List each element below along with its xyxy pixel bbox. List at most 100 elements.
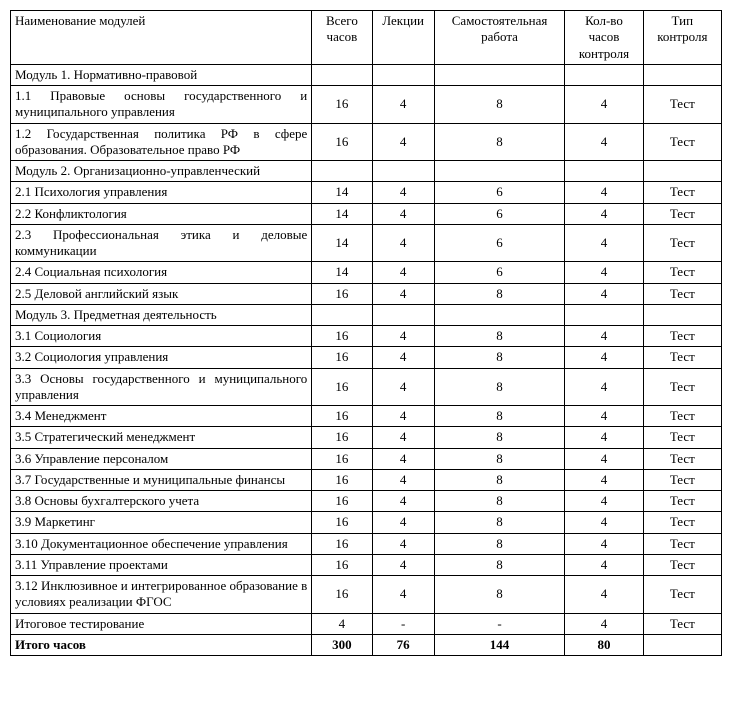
total-hours-cell: 16 (312, 283, 372, 304)
selfstudy-cell: 8 (434, 533, 565, 554)
table-row: Итого часов3007614480 (11, 634, 722, 655)
selfstudy-cell: 8 (434, 576, 565, 614)
ctrl-hours-cell: 4 (565, 347, 643, 368)
selfstudy-cell: 8 (434, 512, 565, 533)
ctrl-type-cell (643, 64, 721, 85)
ctrl-hours-cell: 80 (565, 634, 643, 655)
table-row: Модуль 1. Нормативно-правовой (11, 64, 722, 85)
total-hours-cell: 16 (312, 368, 372, 406)
selfstudy-cell (434, 161, 565, 182)
item-name-cell: 3.10 Документационное обеспечение управл… (11, 533, 312, 554)
item-name-cell: 3.7 Государственные и муниципальные фина… (11, 469, 312, 490)
lectures-cell: 4 (372, 347, 434, 368)
total-hours-cell: 14 (312, 203, 372, 224)
table-row: 3.3 Основы государственного и муниципаль… (11, 368, 722, 406)
col-header-ctrlhours: Кол-во часов контроля (565, 11, 643, 65)
selfstudy-cell: 8 (434, 86, 565, 124)
ctrl-type-cell: Тест (643, 326, 721, 347)
item-name-cell: 3.5 Стратегический менеджмент (11, 427, 312, 448)
item-name-cell: 2.4 Социальная психология (11, 262, 312, 283)
ctrl-type-cell: Тест (643, 448, 721, 469)
ctrl-hours-cell (565, 161, 643, 182)
selfstudy-cell (434, 64, 565, 85)
ctrl-type-cell: Тест (643, 613, 721, 634)
total-hours-cell: 16 (312, 326, 372, 347)
selfstudy-cell: 6 (434, 203, 565, 224)
col-header-ctrltype: Тип контроля (643, 11, 721, 65)
total-hours-cell: 16 (312, 512, 372, 533)
item-name-cell: 3.8 Основы бухгалтерского учета (11, 491, 312, 512)
ctrl-hours-cell: 4 (565, 326, 643, 347)
total-hours-cell: 14 (312, 224, 372, 262)
selfstudy-cell: 6 (434, 224, 565, 262)
table-row: 2.1 Психология управления14464Тест (11, 182, 722, 203)
total-hours-cell: 16 (312, 86, 372, 124)
lectures-cell (372, 64, 434, 85)
ctrl-hours-cell: 4 (565, 406, 643, 427)
lectures-cell: 4 (372, 224, 434, 262)
table-row: 3.7 Государственные и муниципальные фина… (11, 469, 722, 490)
ctrl-hours-cell: 4 (565, 448, 643, 469)
lectures-cell: 4 (372, 326, 434, 347)
lectures-cell: 4 (372, 427, 434, 448)
ctrl-hours-cell: 4 (565, 368, 643, 406)
item-name-cell: 1.2 Государственная политика РФ в сфере … (11, 123, 312, 161)
total-hours-cell: 16 (312, 448, 372, 469)
lectures-cell: 4 (372, 533, 434, 554)
ctrl-hours-cell: 4 (565, 224, 643, 262)
ctrl-hours-cell: 4 (565, 283, 643, 304)
selfstudy-cell: 8 (434, 491, 565, 512)
ctrl-type-cell: Тест (643, 262, 721, 283)
selfstudy-cell: 8 (434, 123, 565, 161)
selfstudy-cell: 6 (434, 182, 565, 203)
table-row: 3.1 Социология16484Тест (11, 326, 722, 347)
item-name-cell: 3.9 Маркетинг (11, 512, 312, 533)
lectures-cell: 4 (372, 576, 434, 614)
ctrl-type-cell: Тест (643, 406, 721, 427)
lectures-cell: 4 (372, 203, 434, 224)
table-row: 3.12 Инклюзивное и интегрированное образ… (11, 576, 722, 614)
selfstudy-cell: 8 (434, 554, 565, 575)
ctrl-type-cell: Тест (643, 347, 721, 368)
item-name-cell: 3.1 Социология (11, 326, 312, 347)
ctrl-hours-cell: 4 (565, 554, 643, 575)
total-hours-cell: 16 (312, 347, 372, 368)
total-hours-cell: 16 (312, 406, 372, 427)
selfstudy-cell: 8 (434, 368, 565, 406)
table-row: 3.5 Стратегический менеджмент16484Тест (11, 427, 722, 448)
ctrl-type-cell: Тест (643, 224, 721, 262)
table-row: 3.10 Документационное обеспечение управл… (11, 533, 722, 554)
selfstudy-cell: 8 (434, 427, 565, 448)
total-hours-cell: 16 (312, 554, 372, 575)
col-header-selfstudy: Самостоятельная работа (434, 11, 565, 65)
total-hours-cell: 300 (312, 634, 372, 655)
table-row: 2.2 Конфликтология14464Тест (11, 203, 722, 224)
table-row: Модуль 3. Предметная деятельность (11, 304, 722, 325)
total-hours-cell (312, 64, 372, 85)
ctrl-hours-cell: 4 (565, 182, 643, 203)
ctrl-type-cell: Тест (643, 427, 721, 448)
ctrl-hours-cell: 4 (565, 427, 643, 448)
total-hours-cell: 14 (312, 182, 372, 203)
ctrl-type-cell: Тест (643, 182, 721, 203)
selfstudy-cell: 144 (434, 634, 565, 655)
ctrl-type-cell: Тест (643, 491, 721, 512)
item-name-cell: 3.2 Социология управления (11, 347, 312, 368)
table-row: 2.4 Социальная психология14464Тест (11, 262, 722, 283)
ctrl-hours-cell (565, 304, 643, 325)
selfstudy-cell: 8 (434, 406, 565, 427)
ctrl-hours-cell: 4 (565, 491, 643, 512)
item-name-cell: 1.1 Правовые основы государственного и м… (11, 86, 312, 124)
col-header-total: Всего часов (312, 11, 372, 65)
ctrl-type-cell: Тест (643, 469, 721, 490)
module-header-cell: Модуль 3. Предметная деятельность (11, 304, 312, 325)
curriculum-table: Наименование модулей Всего часов Лекции … (10, 10, 722, 656)
selfstudy-cell: - (434, 613, 565, 634)
table-row: 2.5 Деловой английский язык16484Тест (11, 283, 722, 304)
table-row: 3.4 Менеджмент16484Тест (11, 406, 722, 427)
total-label-cell: Итого часов (11, 634, 312, 655)
item-name-cell: 2.1 Психология управления (11, 182, 312, 203)
lectures-cell: 4 (372, 512, 434, 533)
module-header-cell: Модуль 2. Организационно-управленческий (11, 161, 312, 182)
lectures-cell: 4 (372, 469, 434, 490)
